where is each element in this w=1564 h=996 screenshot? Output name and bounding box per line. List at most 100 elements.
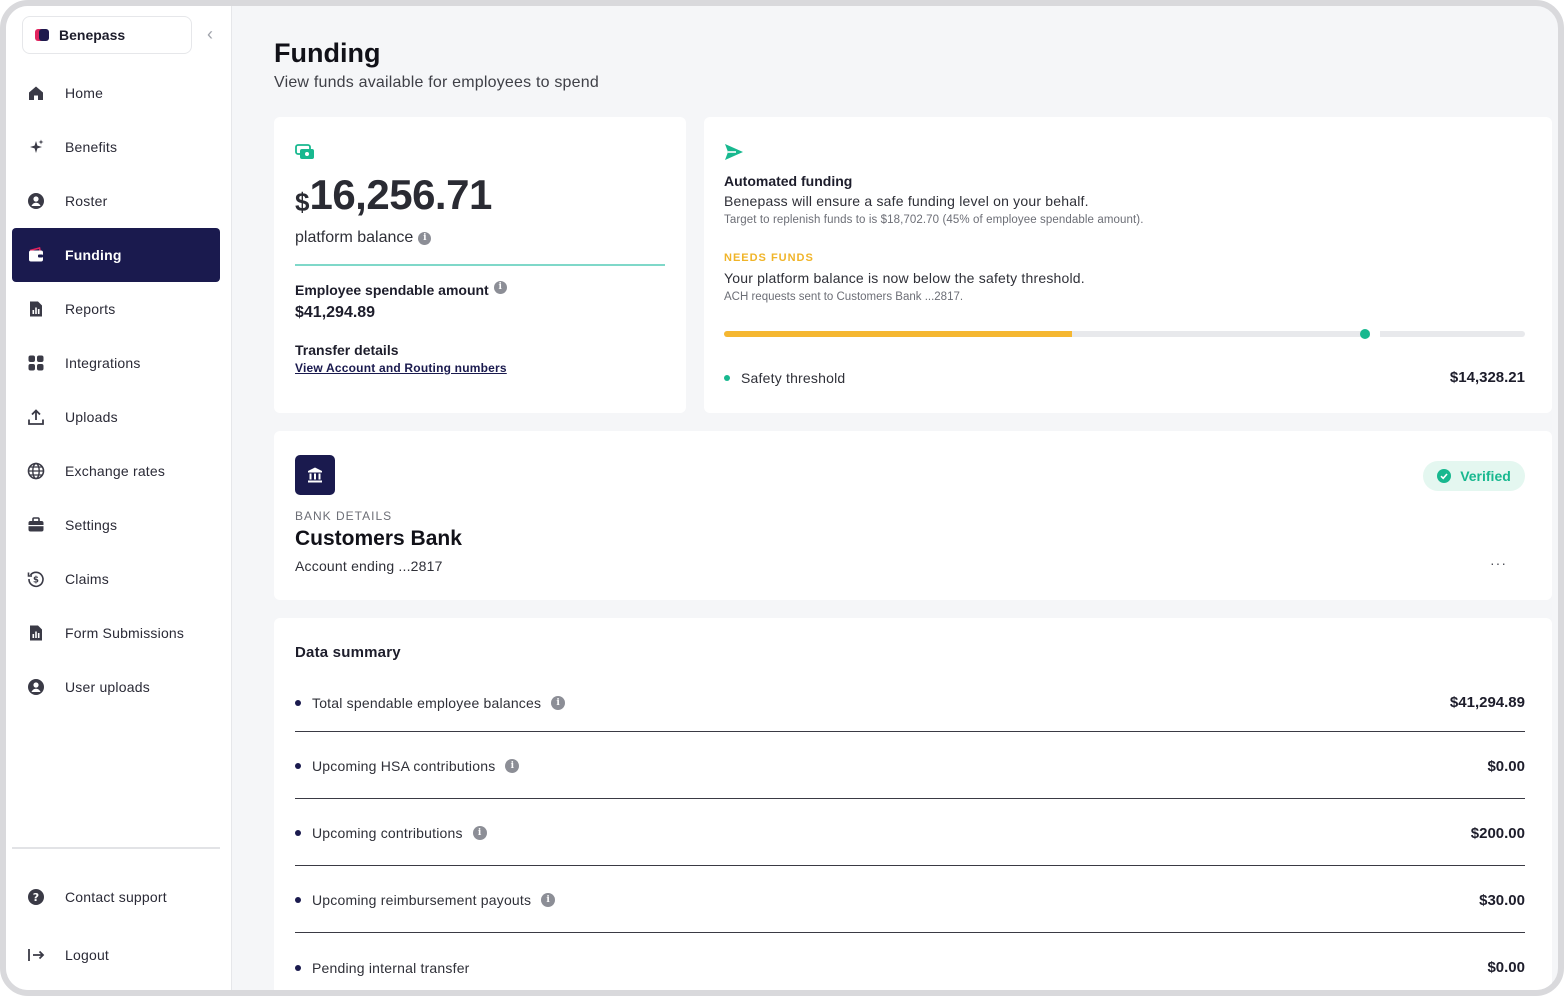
- more-options-icon[interactable]: ···: [1490, 555, 1507, 571]
- info-icon[interactable]: i: [493, 280, 507, 294]
- info-icon[interactable]: i: [551, 695, 566, 710]
- sidebar-item-label: Claims: [65, 571, 109, 587]
- sidebar-item-contact-support[interactable]: ? Contact support: [12, 868, 220, 926]
- sidebar-item-label: Settings: [65, 517, 118, 533]
- brand-name: Benepass: [59, 27, 126, 43]
- sidebar-item-label: Benefits: [65, 139, 118, 155]
- sidebar: Benepass ‹ Home Benefits Roster: [6, 6, 232, 990]
- workspace-switcher[interactable]: Benepass: [22, 16, 192, 54]
- briefcase-icon: [26, 515, 46, 535]
- sidebar-item-label: Logout: [65, 947, 110, 963]
- info-icon[interactable]: i: [541, 893, 556, 907]
- summary-row-label: Upcoming contributions: [312, 825, 463, 841]
- automated-funding-card: Automated funding Benepass will ensure a…: [704, 117, 1552, 413]
- sidebar-item-claims[interactable]: $ Claims: [12, 552, 220, 606]
- funding-progress-fill: [724, 331, 1073, 337]
- summary-row-label: Pending internal transfer: [312, 959, 470, 976]
- summary-row: Upcoming HSA contributions i $0.00: [295, 732, 1525, 799]
- main-content: Funding View funds available for employe…: [232, 6, 1558, 990]
- sidebar-item-uploads[interactable]: Uploads: [12, 390, 220, 444]
- sidebar-divider: [12, 847, 220, 849]
- platform-balance-label: platform balance i: [295, 229, 432, 247]
- summary-row-value: $0.00: [1487, 757, 1525, 775]
- sidebar-nav: Home Benefits Roster Funding: [12, 66, 220, 714]
- transfer-details-label: Transfer details: [295, 342, 399, 358]
- info-icon[interactable]: i: [418, 231, 432, 245]
- summary-row-value: $200.00: [1470, 824, 1525, 842]
- help-icon: ?: [26, 887, 46, 907]
- sidebar-item-reports[interactable]: Reports: [12, 282, 220, 336]
- sidebar-item-label: Funding: [65, 247, 122, 263]
- balance-label-text: platform balance: [295, 229, 414, 246]
- sidebar-item-label: Contact support: [65, 889, 167, 905]
- sidebar-item-label: Integrations: [65, 355, 141, 371]
- sidebar-item-user-uploads[interactable]: User uploads: [12, 660, 220, 714]
- sidebar-item-label: Form Submissions: [65, 625, 185, 641]
- info-icon[interactable]: i: [472, 826, 487, 840]
- data-summary-title: Data summary: [295, 644, 401, 661]
- sidebar-item-benefits[interactable]: Benefits: [12, 120, 220, 174]
- summary-row-value: $0.00: [1487, 959, 1525, 976]
- sidebar-item-roster[interactable]: Roster: [12, 174, 220, 228]
- upload-icon: [26, 407, 46, 427]
- sidebar-bottom-nav: ? Contact support Logout: [12, 868, 220, 984]
- bullet-icon: [295, 964, 301, 971]
- bank-account-ending: Account ending ...2817: [295, 558, 443, 574]
- data-summary-list: Total spendable employee balances i $41,2…: [295, 672, 1525, 990]
- claims-icon: $: [26, 569, 46, 589]
- data-summary-card: Data summary Total spendable employee ba…: [274, 618, 1552, 990]
- bank-details-label: BANK DETAILS: [295, 509, 393, 523]
- safety-threshold-marker: [1359, 329, 1370, 339]
- bullet-icon: [295, 763, 301, 769]
- sidebar-item-label: User uploads: [65, 679, 150, 695]
- summary-row: Total spendable employee balances i $41,2…: [295, 672, 1525, 732]
- benepass-logo-icon: [35, 28, 49, 42]
- summary-row: Upcoming reimbursement payouts i $30.00: [295, 866, 1525, 933]
- sidebar-item-settings[interactable]: Settings: [12, 498, 220, 552]
- funding-progress-bar: [724, 329, 1525, 339]
- safety-threshold-label: Safety threshold: [741, 369, 846, 386]
- svg-text:$: $: [33, 575, 39, 585]
- spendable-amount-label: Employee spendable amount i: [295, 280, 507, 298]
- view-account-routing-link[interactable]: View Account and Routing numbers: [295, 361, 507, 375]
- sidebar-item-label: Roster: [65, 193, 108, 209]
- summary-row: Upcoming contributions i $200.00: [295, 799, 1525, 866]
- sidebar-item-label: Exchange rates: [65, 463, 166, 479]
- summary-row-label: Upcoming HSA contributions: [312, 758, 496, 774]
- balance-value: 16,256.71: [309, 171, 492, 218]
- collapse-sidebar-chevron-icon[interactable]: ‹: [207, 24, 213, 44]
- sidebar-item-logout[interactable]: Logout: [12, 926, 220, 984]
- automated-funding-title: Automated funding: [724, 173, 853, 189]
- sidebar-item-funding[interactable]: Funding: [12, 228, 220, 282]
- sidebar-item-exchange-rates[interactable]: Exchange rates: [12, 444, 220, 498]
- threshold-dot-icon: [724, 374, 730, 381]
- sidebar-item-form-submissions[interactable]: Form Submissions: [12, 606, 220, 660]
- spendable-amount-value: $41,294.89: [295, 304, 376, 321]
- summary-row: Pending internal transfer $0.00: [295, 933, 1525, 990]
- safety-threshold-value: $14,328.21: [1449, 369, 1525, 386]
- bank-name: Customers Bank: [295, 527, 462, 550]
- verified-label: Verified: [1460, 468, 1511, 484]
- needs-funds-text: Your platform balance is now below the s…: [724, 270, 1085, 286]
- globe-icon: [26, 461, 46, 481]
- automated-funding-description: Benepass will ensure a safe funding leve…: [724, 193, 1089, 209]
- report-icon: [26, 623, 46, 643]
- bullet-icon: [295, 830, 301, 836]
- bank-icon: [295, 455, 335, 495]
- home-icon: [26, 83, 46, 103]
- grid-icon: [26, 353, 46, 373]
- summary-row-value: $41,294.89: [1449, 694, 1525, 711]
- sidebar-item-home[interactable]: Home: [12, 66, 220, 120]
- bank-details-card: BANK DETAILS Customers Bank Account endi…: [274, 431, 1552, 600]
- info-icon[interactable]: i: [505, 759, 520, 773]
- safety-threshold-row: Safety threshold $14,328.21: [724, 369, 1525, 386]
- balance-divider: [295, 264, 665, 266]
- svg-text:?: ?: [33, 891, 40, 904]
- threshold-gap: [1369, 331, 1380, 337]
- sidebar-item-integrations[interactable]: Integrations: [12, 336, 220, 390]
- spendable-label-text: Employee spendable amount: [295, 282, 489, 298]
- summary-row-label: Total spendable employee balances: [312, 694, 542, 711]
- user-circle-icon: [26, 191, 46, 211]
- page-subtitle: View funds available for employees to sp…: [274, 74, 599, 91]
